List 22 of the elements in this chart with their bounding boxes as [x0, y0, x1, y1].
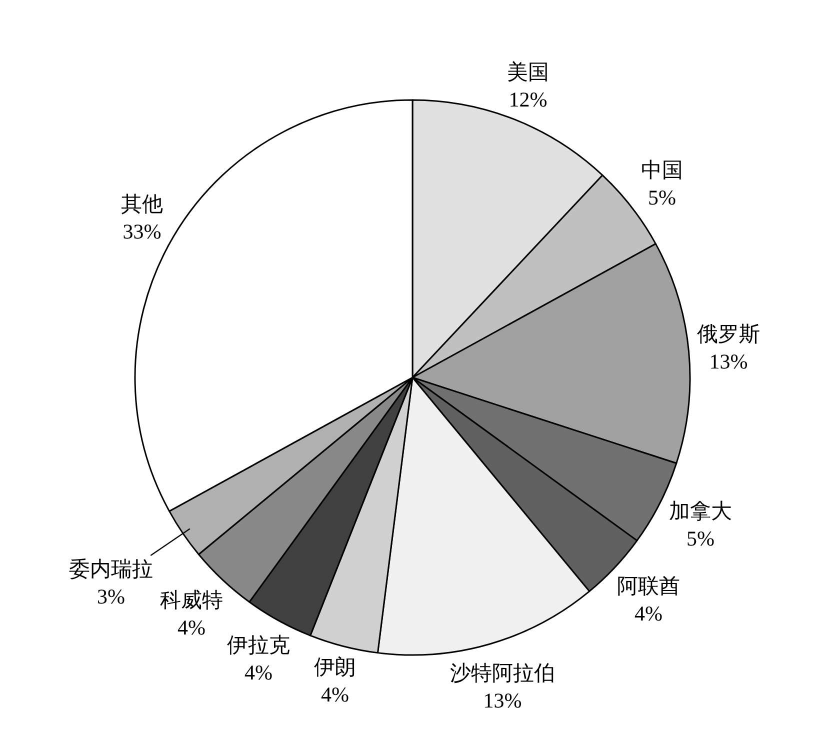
- slice-label: 美国: [507, 60, 549, 84]
- slice-label: 伊朗: [314, 655, 356, 679]
- slice-label: 加拿大: [669, 499, 732, 523]
- slice-label: 中国: [641, 158, 683, 182]
- data-label: 13%: [483, 688, 522, 712]
- data-label: 33%: [122, 219, 162, 244]
- slice-label: 沙特阿拉伯: [450, 661, 555, 685]
- data-label: 4%: [321, 682, 349, 706]
- slice-label: 科威特: [160, 588, 223, 612]
- data-label: 4%: [244, 660, 272, 684]
- data-label: 4%: [178, 615, 206, 640]
- slice-label: 伊拉克: [227, 633, 290, 657]
- slice-label: 阿联酋: [617, 574, 680, 598]
- slice-label: 委内瑞拉: [69, 557, 153, 581]
- data-label: 13%: [709, 349, 748, 374]
- data-label: 5%: [648, 185, 676, 210]
- data-label: 5%: [686, 526, 714, 550]
- data-label: 3%: [97, 584, 125, 608]
- slice-label: 俄罗斯: [697, 322, 760, 346]
- slice-label: 其他: [121, 192, 163, 216]
- data-label: 4%: [634, 601, 662, 626]
- data-label: 12%: [508, 87, 548, 112]
